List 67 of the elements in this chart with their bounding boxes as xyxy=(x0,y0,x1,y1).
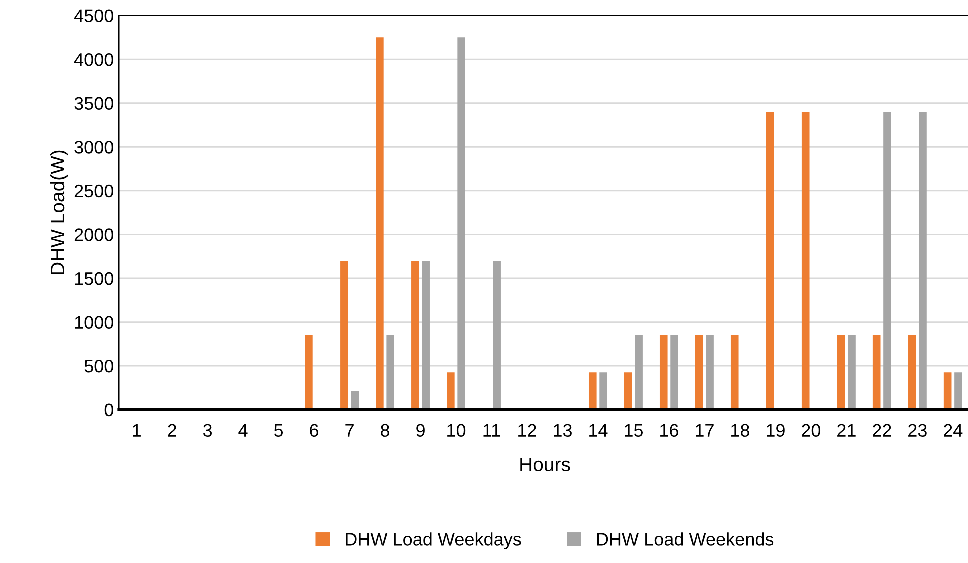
y-tick-label: 500 xyxy=(84,360,114,373)
x-tick-label: 14 xyxy=(590,424,608,437)
bar xyxy=(872,335,881,410)
y-tick-label: 2000 xyxy=(74,228,114,242)
x-tick-label: 24 xyxy=(944,424,963,437)
x-axis-title: Hours xyxy=(520,458,570,472)
x-tick-label: 15 xyxy=(625,424,644,438)
y-axis-title: DHW Load(W) xyxy=(50,150,68,274)
bar xyxy=(305,335,313,410)
bar xyxy=(351,391,359,410)
bar xyxy=(447,372,455,410)
x-tick-label: 23 xyxy=(908,424,927,438)
bar xyxy=(954,372,962,410)
y-tick-label: 3500 xyxy=(74,97,114,110)
bar xyxy=(386,335,394,410)
x-tick-label: 17 xyxy=(696,424,714,437)
x-tick-label: 10 xyxy=(448,424,466,438)
bar xyxy=(660,335,668,410)
bar xyxy=(706,335,714,410)
y-tick-label: 2500 xyxy=(74,184,114,198)
bar xyxy=(412,260,420,410)
y-tick-label: 1500 xyxy=(75,272,114,286)
bar xyxy=(670,335,678,410)
x-tick-label: 3 xyxy=(203,424,212,438)
x-tick-label: 18 xyxy=(732,424,750,438)
x-tick-label: 20 xyxy=(802,424,821,438)
bar xyxy=(458,38,466,410)
bar xyxy=(908,335,916,410)
y-tick-label: 4500 xyxy=(74,10,114,22)
bar xyxy=(802,112,810,410)
y-tick-label: 3000 xyxy=(74,141,114,154)
x-tick-label: 6 xyxy=(310,424,319,438)
x-tick-label: 16 xyxy=(660,424,678,438)
bar xyxy=(600,372,608,410)
bar xyxy=(944,372,952,410)
bar xyxy=(624,372,632,410)
y-tick-label: 0 xyxy=(104,404,114,417)
x-tick-label: 5 xyxy=(274,424,284,438)
bar xyxy=(837,335,846,410)
x-tick-label: 11 xyxy=(484,424,500,437)
x-tick-label: 7 xyxy=(346,424,354,437)
x-tick-label: 12 xyxy=(518,424,536,437)
y-tick-label: 1000 xyxy=(75,316,114,330)
y-tick-label: 4000 xyxy=(74,53,114,66)
bar xyxy=(695,335,704,410)
bar xyxy=(340,260,348,410)
legend-label: DHW Load Weekends xyxy=(597,532,774,546)
x-tick-label: 2 xyxy=(168,424,176,437)
x-tick-label: 22 xyxy=(873,424,892,437)
bar xyxy=(919,112,927,410)
bar xyxy=(588,372,597,410)
x-tick-label: 1 xyxy=(133,424,141,437)
x-tick-label: 21 xyxy=(838,424,856,437)
bar xyxy=(422,260,430,410)
x-tick-label: 4 xyxy=(238,424,248,437)
bar xyxy=(884,112,892,410)
x-tick-label: 19 xyxy=(767,424,785,438)
x-tick-label: 13 xyxy=(554,424,572,438)
bar xyxy=(848,335,856,410)
bar xyxy=(635,335,643,410)
x-tick-label: 8 xyxy=(381,424,390,438)
bar xyxy=(376,38,384,410)
bar xyxy=(493,260,501,410)
x-tick-label: 9 xyxy=(416,424,425,438)
bar xyxy=(730,335,739,410)
legend-label: DHW Load Weekdays xyxy=(346,532,522,550)
bar xyxy=(766,112,774,410)
